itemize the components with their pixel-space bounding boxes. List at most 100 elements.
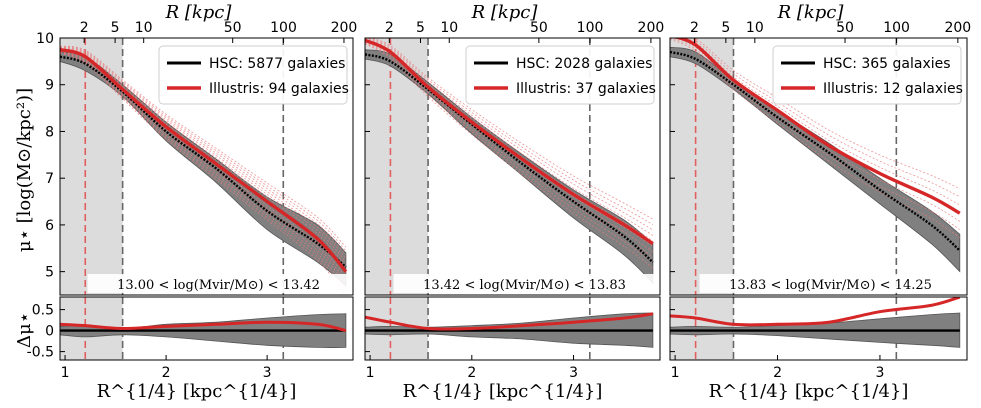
x-tick-label: 1 <box>671 365 680 381</box>
illustris-individual-profile <box>365 40 654 247</box>
residual-frame <box>59 296 354 361</box>
residual-y-tick-label: -0.5 <box>27 345 54 361</box>
illustris-individual-profile <box>60 51 347 289</box>
x-tick-label: 2 <box>162 365 171 381</box>
legend-box <box>158 45 348 105</box>
illustris-individual-profile <box>365 38 654 236</box>
legend-box <box>772 45 962 105</box>
x-tick-label: 3 <box>263 365 272 381</box>
top-tick-label: 5 <box>721 20 730 36</box>
main-plot-area <box>670 38 961 273</box>
residual-plot-area <box>60 313 347 348</box>
legend-illustris-label: Illustris: 94 galaxies <box>209 81 349 97</box>
illustris-residual-line <box>670 297 961 327</box>
top-tick-label: 2 <box>80 20 89 36</box>
top-tick-label: 100 <box>577 20 604 36</box>
top-tick-label: 200 <box>331 20 358 36</box>
top-tick-label: 50 <box>836 20 854 36</box>
illustris-individual-profile <box>368 38 654 220</box>
top-tick-label: 2 <box>385 20 394 36</box>
illustris-individual-profile <box>670 38 961 239</box>
top-tick-label: 10 <box>746 20 764 36</box>
illustris-individual-profile <box>365 42 654 264</box>
top-tick-label: 10 <box>135 20 153 36</box>
x-axis-label: R^{1/4} [kpc^{1/4}] <box>97 381 297 402</box>
residual-frame <box>364 296 661 361</box>
residual-plot-area <box>365 312 654 348</box>
y-tick-label: 8 <box>45 124 54 140</box>
illustris-individual-profile <box>60 50 347 282</box>
top-tick-label: 2 <box>690 20 699 36</box>
top-tick-label: 100 <box>883 20 910 36</box>
illustris-median-line <box>365 38 654 246</box>
top-tick-label: 50 <box>224 20 242 36</box>
legend-hsc-label: HSC: 2028 galaxies <box>516 56 652 72</box>
top-axis-label: R [kpc] <box>471 2 539 23</box>
x-tick-label: 2 <box>467 365 476 381</box>
x-tick-label: 2 <box>773 365 782 381</box>
y-axis-label-residual: Δμ⋆ <box>14 312 35 348</box>
x-tick-label: 3 <box>569 365 578 381</box>
mass-bin-label: 13.83 < log(Mvir/M⊙) < 14.25 <box>729 278 932 293</box>
illustris-median-line <box>60 48 348 273</box>
legend-hsc-label: HSC: 5877 galaxies <box>209 56 345 72</box>
illustris-individual-profile <box>60 46 347 255</box>
mass-bin-label: 13.00 < log(Mvir/M⊙) < 13.42 <box>117 278 320 293</box>
main-frame <box>364 37 661 296</box>
illustris-individual-profile <box>684 38 960 206</box>
top-axis-label: R [kpc] <box>165 2 233 23</box>
x-tick-label: 1 <box>61 365 70 381</box>
top-tick-label: 5 <box>111 20 120 36</box>
illustris-individual-profile <box>365 43 654 269</box>
illustris-individual-profile <box>60 47 347 259</box>
main-plot-area <box>365 38 654 285</box>
illustris-individual-profile <box>60 47 347 263</box>
legend-hsc-label: HSC: 365 galaxies <box>823 56 951 72</box>
illustris-residual-line <box>60 320 347 333</box>
residual-y-tick-label: 0.5 <box>32 303 54 319</box>
illustris-individual-profile <box>672 38 961 222</box>
top-tick-label: 100 <box>270 20 297 36</box>
top-tick-label: 10 <box>440 20 458 36</box>
residual-frame <box>669 296 968 361</box>
top-tick-label: 200 <box>638 20 665 36</box>
mass-bin-label-bg <box>393 274 656 293</box>
x-tick-label: 1 <box>366 365 375 381</box>
residual-y-tick-label: 0 <box>45 324 54 340</box>
illustris-median-line <box>672 38 961 215</box>
mass-bin-label-bg <box>87 274 350 293</box>
legend-illustris-label: Illustris: 12 galaxies <box>823 81 963 97</box>
illustris-individual-profile <box>60 45 347 248</box>
x-tick-label: 3 <box>875 365 884 381</box>
illustris-individual-profile <box>60 46 347 252</box>
hsc-median-line <box>670 50 961 252</box>
legend-illustris-label: Illustris: 37 galaxies <box>516 81 656 97</box>
mass-bin-label-bg <box>699 274 962 293</box>
y-axis-label-main: μ⋆ [log(M⊙/kpc²)] <box>14 88 35 252</box>
x-axis-label: R^{1/4} [kpc^{1/4}] <box>709 381 909 402</box>
main-plot-area <box>60 45 348 295</box>
main-frame <box>669 37 968 296</box>
y-tick-label: 10 <box>36 31 54 47</box>
illustris-individual-profile <box>365 38 654 231</box>
illustris-residual-line <box>365 312 654 331</box>
hsc-median-line <box>365 53 654 264</box>
main-frame <box>59 37 354 296</box>
y-tick-label: 7 <box>45 171 54 187</box>
top-tick-label: 5 <box>416 20 425 36</box>
illustris-individual-profile <box>693 38 960 190</box>
y-tick-label: 9 <box>45 78 54 94</box>
hsc-median-line <box>60 55 347 268</box>
mass-bin-label: 13.42 < log(Mvir/M⊙) < 13.83 <box>423 278 626 293</box>
y-tick-label: 5 <box>45 265 54 281</box>
residual-plot-area <box>670 297 961 348</box>
top-axis-label: R [kpc] <box>777 2 845 23</box>
top-tick-label: 200 <box>944 20 971 36</box>
x-axis-label: R^{1/4} [kpc^{1/4}] <box>403 381 603 402</box>
top-tick-label: 50 <box>530 20 548 36</box>
legend-box <box>465 45 655 105</box>
